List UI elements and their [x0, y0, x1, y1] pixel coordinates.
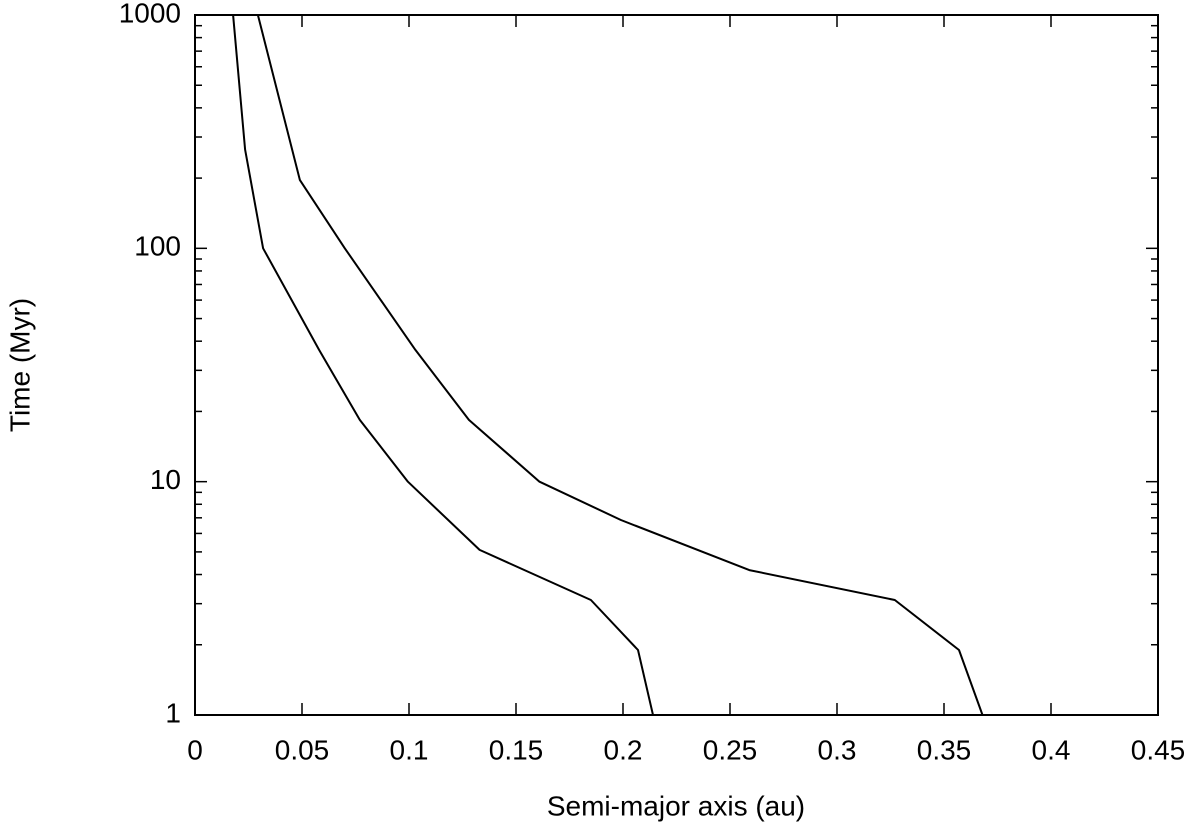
- x-tick-label: 0.2: [604, 734, 643, 765]
- y-axis-label: Time (Myr): [4, 298, 35, 432]
- x-tick-label: 0.35: [917, 734, 972, 765]
- y-tick-label: 1000: [119, 0, 181, 28]
- x-axis-label: Semi-major axis (au): [547, 790, 805, 821]
- x-tick-label: 0.1: [390, 734, 429, 765]
- x-tick-label: 0.45: [1131, 734, 1186, 765]
- x-tick-label: 0.4: [1032, 734, 1071, 765]
- x-tick-label: 0.25: [703, 734, 758, 765]
- y-tick-label: 1: [165, 697, 181, 728]
- x-tick-label: 0.3: [818, 734, 857, 765]
- plot-frame: [194, 14, 1159, 716]
- data-line: [256, 14, 984, 716]
- data-line: [232, 14, 654, 716]
- y-tick-label: 100: [134, 231, 181, 262]
- x-tick-label: 0: [187, 734, 203, 765]
- x-tick-label: 0.05: [275, 734, 330, 765]
- y-tick-label: 10: [150, 464, 181, 495]
- x-tick-label: 0.15: [489, 734, 544, 765]
